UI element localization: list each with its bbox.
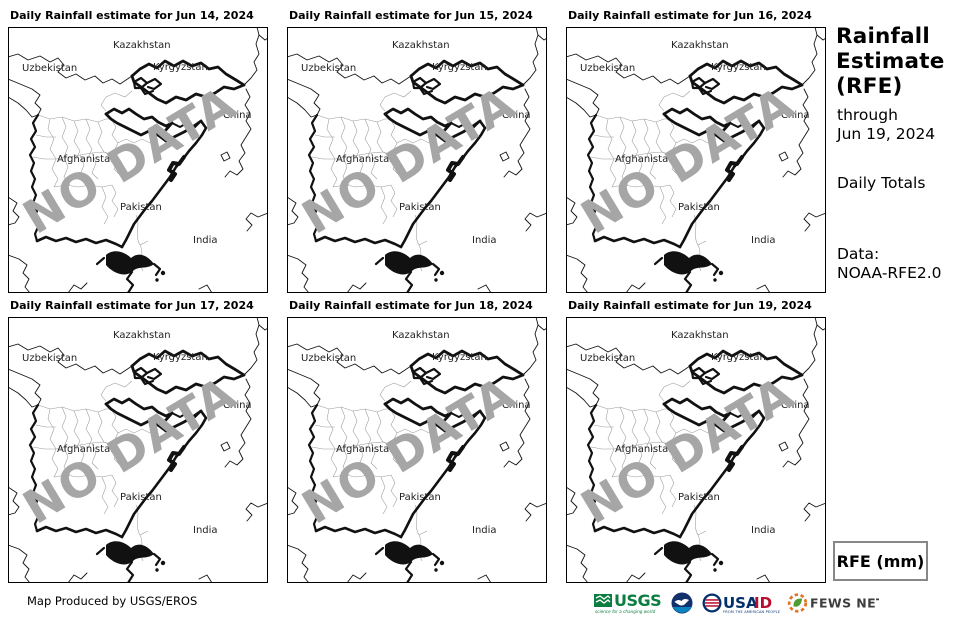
country-label-pakistan: Pakistan (678, 202, 720, 213)
country-label-kazakhstan: Kazakhstan (113, 330, 171, 341)
country-label-uzbekistan: Uzbekistan (22, 353, 77, 364)
country-label-kyrgyzstan: Kyrgyzstan (153, 62, 208, 73)
usgs-tagline: science for a changing world (595, 609, 656, 614)
no-data-watermark: NO DATA (14, 76, 246, 245)
country-label-kazakhstan: Kazakhstan (671, 40, 729, 51)
map-panel-jun15: Daily Rainfall estimate for Jun 15, 2024… (287, 8, 547, 293)
usgs-logo: USGS science for a changing world (594, 591, 662, 614)
country-label-afghanistan: Afghanistan (336, 154, 396, 165)
panel-title: Daily Rainfall estimate for Jun 18, 2024 (289, 299, 533, 312)
country-label-kyrgyzstan: Kyrgyzstan (432, 62, 487, 73)
country-label-uzbekistan: Uzbekistan (301, 63, 356, 74)
fews-wordmark: FEWS NET (810, 596, 879, 611)
panel-title: Daily Rainfall estimate for Jun 17, 2024 (10, 299, 254, 312)
map-panel-jun19: Daily Rainfall estimate for Jun 19, 2024… (566, 298, 826, 583)
country-label-afghanistan: Afghanistan (615, 444, 675, 455)
country-label-pakistan: Pakistan (678, 492, 720, 503)
country-label-afghanistan: Afghanistan (57, 154, 117, 165)
country-label-pakistan: Pakistan (399, 492, 441, 503)
panel-title: Daily Rainfall estimate for Jun 14, 2024 (10, 9, 254, 22)
country-label-china: China (781, 400, 810, 411)
report-period: Daily Totals (837, 174, 926, 192)
usgs-wordmark: USGS (614, 591, 661, 610)
no-data-watermark: NO DATA (572, 366, 804, 535)
country-label-uzbekistan: Uzbekistan (580, 63, 635, 74)
report-title: Rainfall Estimate (RFE) (836, 24, 945, 100)
country-label-uzbekistan: Uzbekistan (301, 353, 356, 364)
no-data-watermark: NO DATA (293, 366, 525, 535)
rainfall-map: Kazakhstan Uzbekistan Kyrgyzstan China Afgha… (566, 317, 826, 583)
country-label-pakistan: Pakistan (120, 492, 162, 503)
map-panel-jun18: Daily Rainfall estimate for Jun 18, 2024… (287, 298, 547, 583)
country-label-china: China (223, 400, 252, 411)
country-label-afghanistan: Afghanistan (615, 154, 675, 165)
usaid-wordmark-id: ID (754, 594, 772, 612)
country-label-china: China (502, 400, 531, 411)
map-credit: Map Produced by USGS/EROS (27, 594, 198, 608)
report-data-source: Data: NOAA-RFE2.0 (837, 245, 942, 283)
panel-title: Daily Rainfall estimate for Jun 19, 2024 (568, 299, 812, 312)
usaid-wordmark-usa: USA (723, 594, 758, 612)
country-label-china: China (223, 110, 252, 121)
rainfall-map: Kazakhstan Uzbekistan Kyrgyzstan China Afgha… (8, 317, 268, 583)
fews-net-logo: FEWS NET (787, 593, 879, 613)
country-label-afghanistan: Afghanistan (336, 444, 396, 455)
country-label-kyrgyzstan: Kyrgyzstan (711, 62, 766, 73)
country-label-india: India (472, 525, 497, 536)
map-panel-jun16: Daily Rainfall estimate for Jun 16, 2024… (566, 8, 826, 293)
country-label-india: India (472, 235, 497, 246)
country-label-kazakhstan: Kazakhstan (392, 330, 450, 341)
usaid-logo: USA ID FROM THE AMERICAN PEOPLE (702, 593, 780, 614)
map-panel-jun14: Daily Rainfall estimate for Jun 14, 2024… (8, 8, 268, 293)
country-label-kyrgyzstan: Kyrgyzstan (153, 352, 208, 363)
country-label-china: China (781, 110, 810, 121)
country-label-kyrgyzstan: Kyrgyzstan (432, 352, 487, 363)
country-label-pakistan: Pakistan (399, 202, 441, 213)
country-label-uzbekistan: Uzbekistan (22, 63, 77, 74)
fews-globe-icon (787, 593, 808, 613)
country-label-uzbekistan: Uzbekistan (580, 353, 635, 364)
country-label-india: India (751, 235, 776, 246)
legend-label: RFE (mm) (836, 551, 925, 571)
country-label-india: India (193, 235, 218, 246)
rainfall-map: Kazakhstan Uzbekistan Kyrgyzstan China Afgha… (287, 317, 547, 583)
country-label-china: China (502, 110, 531, 121)
country-label-india: India (193, 525, 218, 536)
country-label-kyrgyzstan: Kyrgyzstan (711, 352, 766, 363)
rainfall-map: Kazakhstan Uzbekistan Kyrgyzstan China Afgha… (287, 27, 547, 293)
map-panel-jun17: Daily Rainfall estimate for Jun 17, 2024… (8, 298, 268, 583)
usaid-tagline: FROM THE AMERICAN PEOPLE (723, 610, 780, 614)
country-label-kazakhstan: Kazakhstan (671, 330, 729, 341)
legend-box: RFE (mm) (833, 541, 928, 581)
country-label-afghanistan: Afghanistan (57, 444, 117, 455)
noaa-logo (671, 592, 693, 614)
country-label-pakistan: Pakistan (120, 202, 162, 213)
no-data-watermark: NO DATA (572, 76, 804, 245)
rainfall-map: Kazakhstan Uzbekistan Kyrgyzstan China Afgha… (566, 27, 826, 293)
panel-title: Daily Rainfall estimate for Jun 16, 2024 (568, 9, 812, 22)
country-label-kazakhstan: Kazakhstan (113, 40, 171, 51)
report-through-date: through Jun 19, 2024 (837, 106, 936, 144)
no-data-watermark: NO DATA (14, 366, 246, 535)
logo-strip: USGS science for a changing world USA ID… (594, 590, 879, 616)
panel-title: Daily Rainfall estimate for Jun 15, 2024 (289, 9, 533, 22)
rainfall-map: Kazakhstan Uzbekistan Kyrgyzstan China Afgha… (8, 27, 268, 293)
country-label-kazakhstan: Kazakhstan (392, 40, 450, 51)
country-label-india: India (751, 525, 776, 536)
noaa-seagull-icon (674, 598, 689, 606)
no-data-watermark: NO DATA (293, 76, 525, 245)
